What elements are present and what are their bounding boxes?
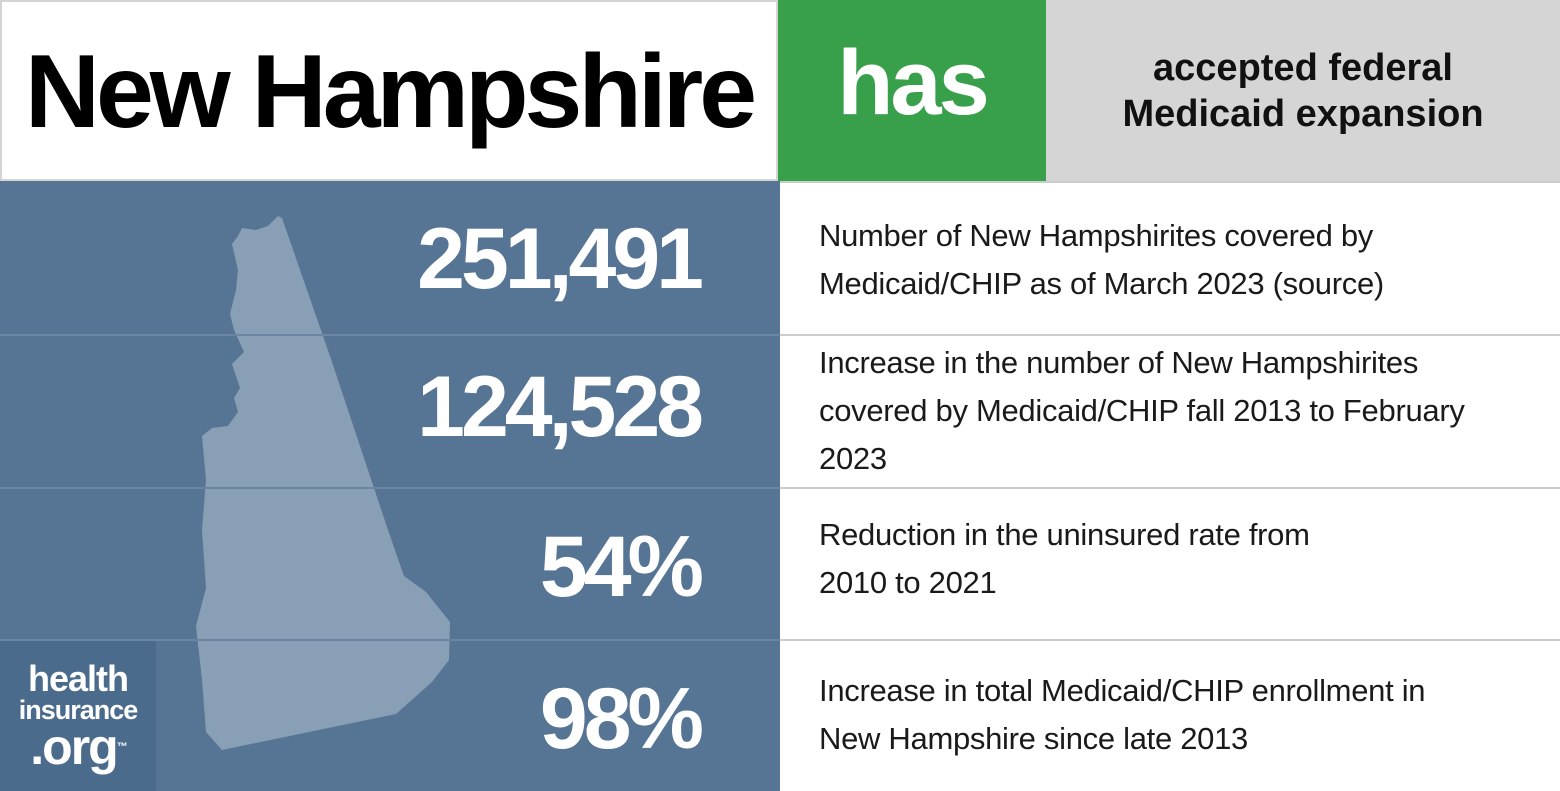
row-divider bbox=[780, 334, 1560, 336]
stat-description: Increase in the number of New Hampshirit… bbox=[819, 345, 1465, 476]
status-badge: has bbox=[778, 0, 1046, 181]
state-name: New Hampshire bbox=[24, 34, 757, 150]
logo-org: .org bbox=[30, 719, 118, 775]
trademark-mark: ™ bbox=[116, 741, 128, 753]
row-divider bbox=[0, 487, 780, 489]
stat-value: 251,491 bbox=[417, 211, 704, 307]
row-divider bbox=[0, 639, 780, 641]
descriptions-panel bbox=[780, 181, 1560, 791]
stat-value: 124,528 bbox=[417, 359, 704, 455]
row-divider bbox=[780, 181, 1560, 183]
logo-text-insurance: insurance bbox=[18, 695, 139, 725]
row-divider bbox=[0, 334, 780, 336]
stat-value: 98% bbox=[539, 671, 704, 767]
stat-description: Reduction in the uninsured rate from 201… bbox=[819, 517, 1310, 600]
expansion-description: accepted federal Medicaid expansion bbox=[1046, 0, 1560, 181]
stat-value: 54% bbox=[539, 519, 704, 615]
logo-text-org: .org™ bbox=[30, 722, 128, 772]
logo-text-health: health bbox=[27, 658, 129, 699]
row-divider bbox=[780, 639, 1560, 641]
title-box bbox=[0, 0, 778, 181]
row-divider bbox=[780, 487, 1560, 489]
healthinsurance-logo[interactable]: health insurance .org™ bbox=[0, 641, 156, 791]
stat-description: Increase in total Medicaid/CHIP enrollme… bbox=[819, 673, 1426, 756]
stat-description: Number of New Hampshirites covered by Me… bbox=[819, 218, 1384, 301]
